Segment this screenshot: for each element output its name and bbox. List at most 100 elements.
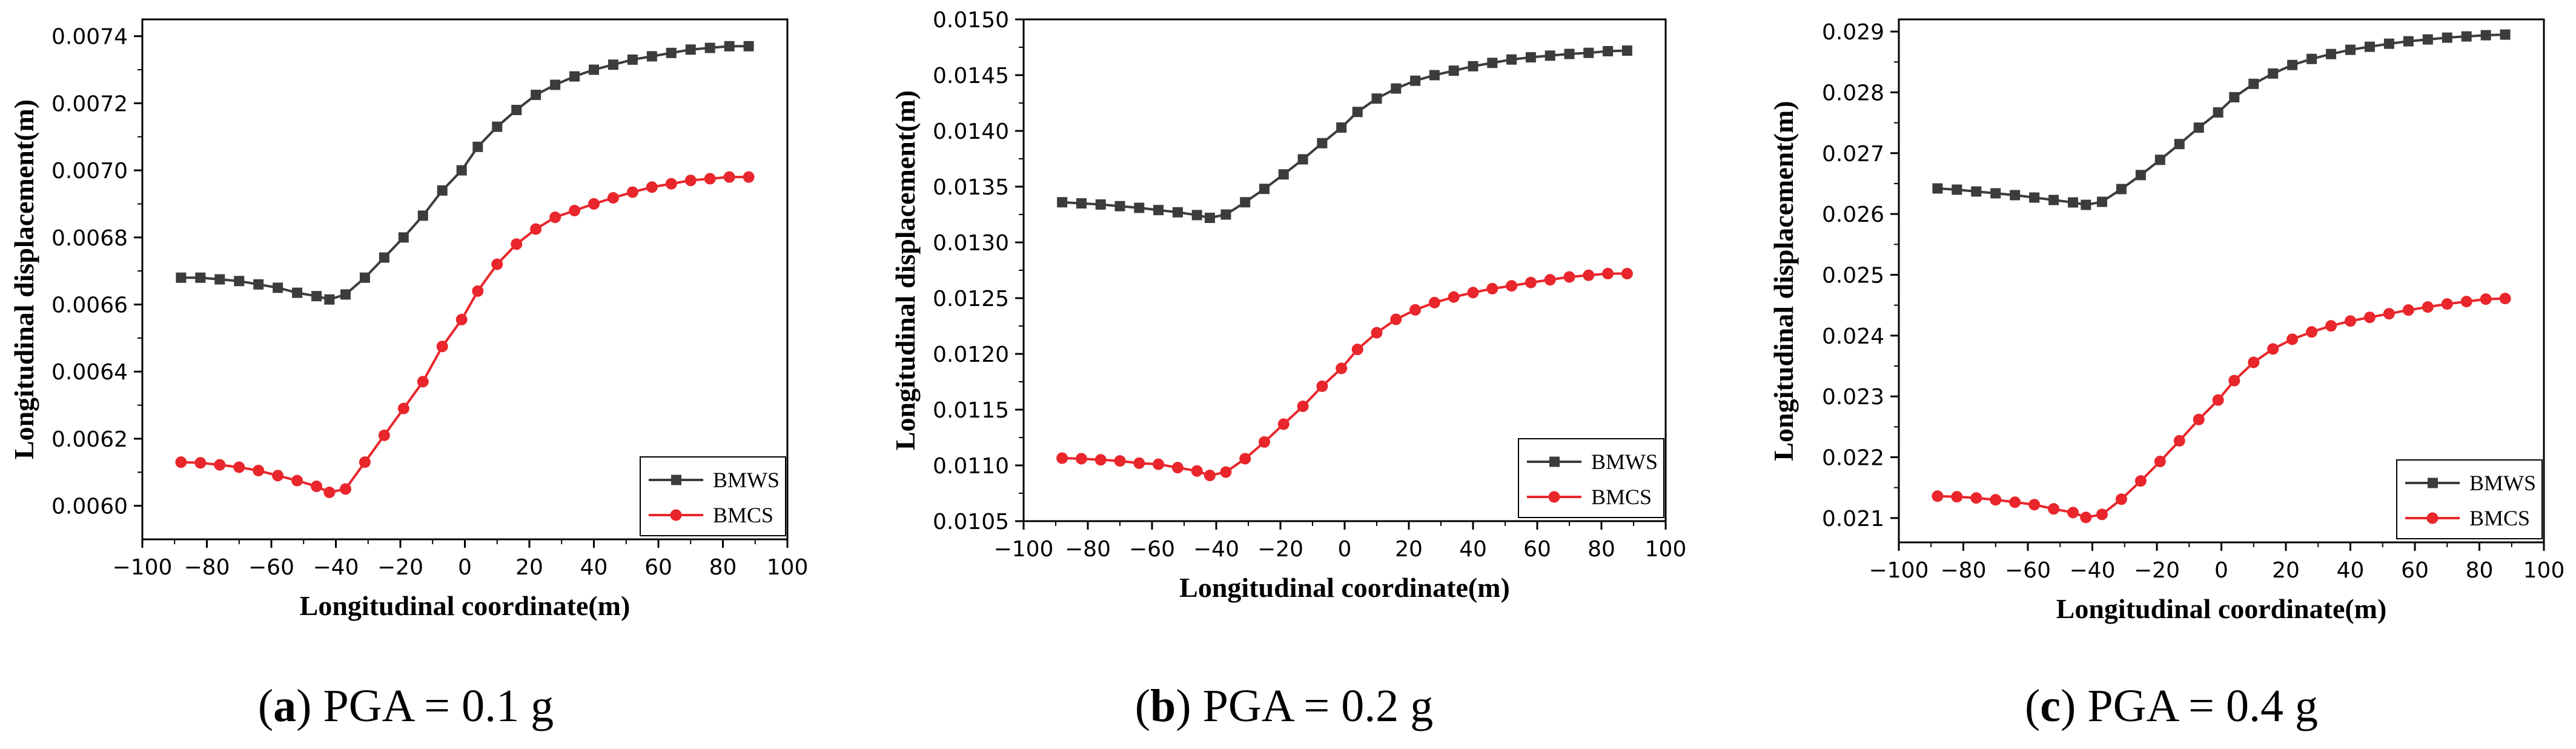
data-point bbox=[398, 232, 409, 243]
data-point bbox=[626, 186, 638, 198]
data-point bbox=[1932, 490, 1944, 502]
data-point bbox=[311, 291, 322, 302]
data-point bbox=[2096, 196, 2107, 207]
data-point bbox=[1204, 213, 1215, 224]
series-BMWS bbox=[176, 41, 754, 305]
data-point bbox=[2268, 68, 2279, 79]
panel-caption: (a) PGA = 0.1 g bbox=[258, 681, 554, 731]
x-tick-label: −40 bbox=[1193, 537, 1239, 562]
x-tick-label: 60 bbox=[1523, 537, 1551, 562]
data-point bbox=[550, 79, 561, 90]
data-point bbox=[2048, 195, 2059, 205]
legend-box bbox=[1518, 438, 1664, 518]
y-tick-label: 0.023 bbox=[1822, 385, 1884, 410]
data-point bbox=[1952, 184, 1962, 195]
data-point bbox=[1057, 197, 1068, 208]
data-point bbox=[2009, 496, 2021, 508]
data-point bbox=[743, 171, 755, 183]
caption-text: ) PGA = 0.2 g bbox=[1176, 681, 1433, 731]
data-point bbox=[2460, 296, 2472, 308]
data-point bbox=[492, 121, 503, 132]
y-tick-label: 0.0105 bbox=[933, 510, 1009, 534]
y-axis-title: Longitudinal displacement(m) bbox=[890, 90, 921, 450]
chart-panel-1: −100 −80 −60 −40 −20 0 20 40 60 80 100 0.0060 0.0062… bbox=[8, 18, 808, 731]
y-tick-label: 0.0070 bbox=[51, 159, 128, 184]
x-tick-label: 0 bbox=[2214, 558, 2228, 583]
data-point bbox=[2442, 32, 2452, 43]
data-point bbox=[1390, 313, 1402, 325]
x-tick-label: −40 bbox=[313, 555, 359, 580]
data-point bbox=[1506, 54, 1517, 65]
data-point bbox=[1487, 58, 1498, 68]
data-point bbox=[1970, 492, 1982, 504]
legend-marker bbox=[670, 509, 682, 521]
caption-open-paren: ( bbox=[1135, 681, 1150, 731]
y-tick-label: 0.0125 bbox=[933, 287, 1009, 311]
data-point bbox=[311, 481, 323, 493]
data-point bbox=[2267, 343, 2279, 355]
data-point bbox=[607, 191, 619, 204]
data-point bbox=[2193, 413, 2205, 425]
data-point bbox=[253, 279, 264, 290]
data-point bbox=[2248, 356, 2260, 368]
data-point bbox=[1621, 45, 1632, 56]
data-point bbox=[1564, 48, 1575, 59]
data-point bbox=[1336, 122, 1347, 133]
legend-label: BMWS bbox=[1591, 450, 1658, 474]
y-tick-label: 0.0115 bbox=[933, 398, 1009, 423]
data-point bbox=[2229, 92, 2240, 102]
data-point bbox=[1525, 276, 1537, 288]
data-point bbox=[1336, 362, 1348, 374]
data-point bbox=[455, 313, 468, 325]
data-point bbox=[2081, 199, 2091, 210]
data-point bbox=[1506, 280, 1518, 292]
data-point bbox=[2028, 499, 2041, 511]
data-point bbox=[175, 456, 187, 468]
data-point bbox=[1371, 93, 1382, 104]
data-point bbox=[2010, 190, 2021, 201]
x-tick-label: −80 bbox=[1065, 537, 1111, 562]
data-point bbox=[194, 457, 207, 469]
data-point bbox=[646, 51, 657, 62]
data-point bbox=[324, 294, 335, 305]
data-point bbox=[1076, 198, 1087, 209]
y-tick-label: 0.0145 bbox=[933, 64, 1009, 88]
data-point bbox=[1075, 453, 1087, 465]
data-point bbox=[1191, 465, 1203, 477]
data-point bbox=[1297, 400, 1309, 412]
data-point bbox=[472, 141, 483, 152]
y-tick-label: 0.0072 bbox=[51, 92, 128, 116]
data-point bbox=[2096, 508, 2108, 521]
x-tick-label: −20 bbox=[1257, 537, 1303, 562]
legend-marker bbox=[1549, 456, 1560, 467]
caption-label: a bbox=[273, 681, 296, 731]
data-point bbox=[646, 181, 658, 193]
legend-marker bbox=[671, 474, 681, 485]
legend-label: BMWS bbox=[713, 468, 780, 492]
data-point bbox=[569, 71, 580, 82]
data-point bbox=[2029, 192, 2040, 203]
data-point bbox=[436, 341, 448, 353]
data-point bbox=[234, 276, 245, 287]
y-tick-label: 0.0074 bbox=[51, 25, 128, 50]
data-point bbox=[1278, 169, 1289, 180]
data-point bbox=[1239, 453, 1251, 465]
data-point bbox=[2154, 155, 2165, 165]
data-point bbox=[1171, 462, 1184, 474]
x-tick-label: −80 bbox=[1941, 558, 1987, 583]
y-tick-label: 0.0066 bbox=[51, 293, 128, 318]
y-tick-label: 0.0120 bbox=[933, 342, 1009, 367]
data-point bbox=[1583, 47, 1594, 58]
data-point bbox=[214, 274, 225, 285]
legend-box bbox=[640, 456, 786, 536]
data-point bbox=[2287, 59, 2298, 70]
data-point bbox=[2403, 36, 2414, 47]
data-point bbox=[214, 459, 226, 471]
data-point bbox=[511, 238, 523, 250]
data-point bbox=[1971, 186, 1982, 197]
x-tick-label: −100 bbox=[1869, 558, 1929, 583]
data-point bbox=[1204, 470, 1216, 482]
data-point bbox=[1297, 154, 1308, 165]
data-point bbox=[2115, 493, 2127, 505]
